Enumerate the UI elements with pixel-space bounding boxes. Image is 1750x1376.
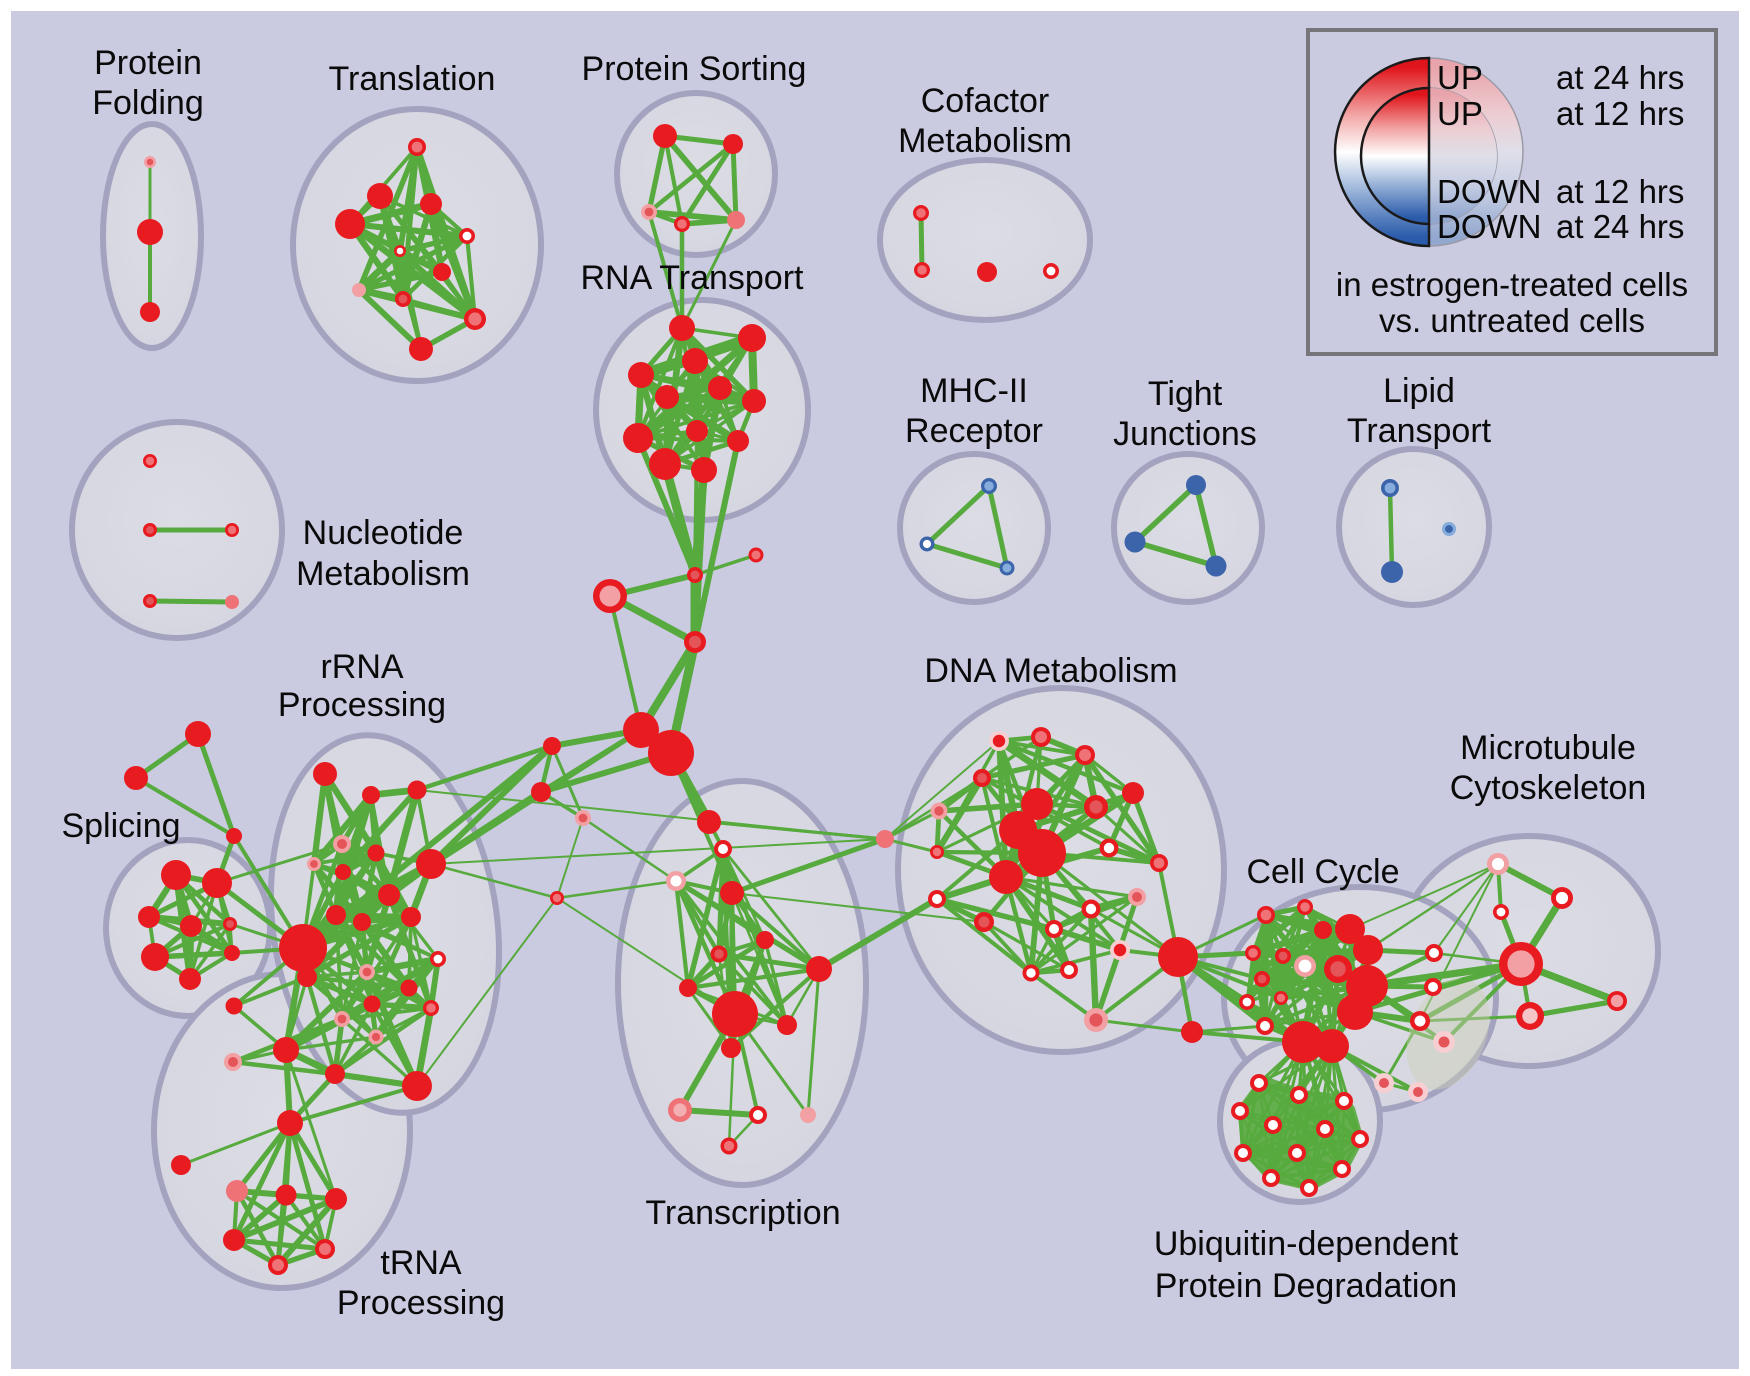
svg-text:Receptor: Receptor bbox=[905, 412, 1043, 450]
svg-text:Protein Degradation: Protein Degradation bbox=[1155, 1267, 1457, 1305]
svg-text:Folding: Folding bbox=[92, 84, 204, 122]
svg-text:at 12 hrs: at 12 hrs bbox=[1556, 173, 1684, 210]
svg-text:in estrogen-treated cells: in estrogen-treated cells bbox=[1336, 266, 1688, 303]
svg-text:at 12 hrs: at 12 hrs bbox=[1556, 95, 1684, 132]
svg-text:Metabolism: Metabolism bbox=[898, 122, 1072, 160]
svg-text:MHC-II: MHC-II bbox=[920, 372, 1028, 410]
svg-text:Cytoskeleton: Cytoskeleton bbox=[1450, 769, 1647, 807]
svg-text:UP: UP bbox=[1437, 95, 1483, 132]
svg-text:Microtubule: Microtubule bbox=[1460, 729, 1636, 767]
svg-text:DOWN: DOWN bbox=[1437, 173, 1541, 210]
svg-text:Tight: Tight bbox=[1148, 375, 1223, 413]
svg-text:Lipid: Lipid bbox=[1383, 372, 1455, 410]
svg-text:Translation: Translation bbox=[329, 60, 496, 98]
svg-text:DOWN: DOWN bbox=[1437, 208, 1541, 245]
svg-text:Processing: Processing bbox=[337, 1284, 505, 1322]
svg-text:Ubiquitin-dependent: Ubiquitin-dependent bbox=[1154, 1225, 1459, 1263]
svg-text:Junctions: Junctions bbox=[1113, 415, 1257, 453]
svg-text:Cell Cycle: Cell Cycle bbox=[1246, 853, 1399, 891]
svg-text:Processing: Processing bbox=[278, 686, 446, 724]
svg-text:Transport: Transport bbox=[1347, 412, 1492, 450]
svg-text:rRNA: rRNA bbox=[320, 648, 403, 686]
svg-text:UP: UP bbox=[1437, 59, 1483, 96]
svg-text:vs. untreated cells: vs. untreated cells bbox=[1379, 302, 1645, 339]
svg-text:Nucleotide: Nucleotide bbox=[303, 514, 464, 552]
svg-text:at 24 hrs: at 24 hrs bbox=[1556, 208, 1684, 245]
svg-text:RNA Transport: RNA Transport bbox=[581, 259, 805, 297]
svg-text:at 24 hrs: at 24 hrs bbox=[1556, 59, 1684, 96]
svg-text:Transcription: Transcription bbox=[645, 1194, 840, 1232]
svg-text:Protein Sorting: Protein Sorting bbox=[582, 50, 807, 88]
svg-text:tRNA: tRNA bbox=[380, 1244, 462, 1282]
svg-text:Splicing: Splicing bbox=[61, 807, 180, 845]
svg-text:Cofactor: Cofactor bbox=[921, 82, 1050, 120]
svg-text:Metabolism: Metabolism bbox=[296, 555, 470, 593]
svg-text:DNA Metabolism: DNA Metabolism bbox=[924, 652, 1177, 690]
svg-text:Protein: Protein bbox=[94, 44, 202, 82]
